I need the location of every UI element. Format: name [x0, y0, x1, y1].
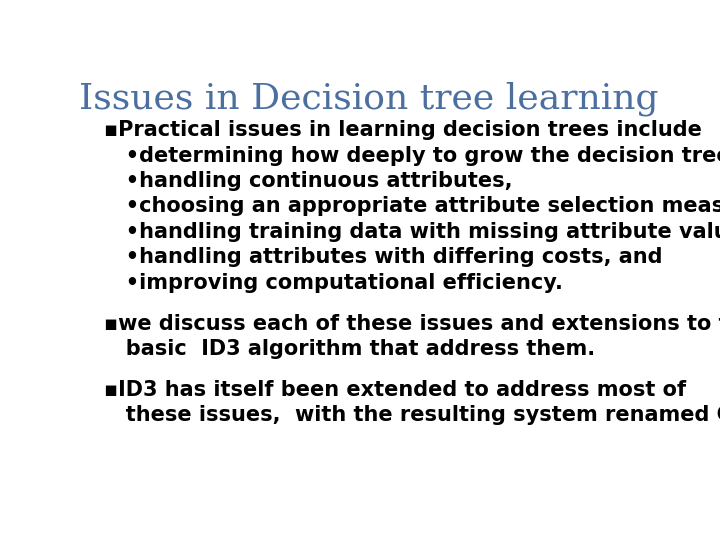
Text: •choosing an appropriate attribute selection measure,: •choosing an appropriate attribute selec… — [104, 197, 720, 217]
Text: Issues in Decision tree learning: Issues in Decision tree learning — [79, 82, 659, 116]
Text: ▪ID3 has itself been extended to address most of: ▪ID3 has itself been extended to address… — [104, 380, 686, 400]
Text: these issues,  with the resulting system renamed C4.5.: these issues, with the resulting system … — [104, 405, 720, 425]
Text: •handling training data with missing attribute values,: •handling training data with missing att… — [104, 222, 720, 242]
Text: •handling continuous attributes,: •handling continuous attributes, — [104, 171, 513, 191]
Text: •improving computational efficiency.: •improving computational efficiency. — [104, 273, 563, 293]
Text: basic  ID3 algorithm that address them.: basic ID3 algorithm that address them. — [104, 339, 595, 359]
Text: •determining how deeply to grow the decision tree,: •determining how deeply to grow the deci… — [104, 146, 720, 166]
Text: •handling attributes with differing costs, and: •handling attributes with differing cost… — [104, 247, 662, 267]
Text: ▪Practical issues in learning decision trees include: ▪Practical issues in learning decision t… — [104, 120, 702, 140]
Text: ▪we discuss each of these issues and extensions to the: ▪we discuss each of these issues and ext… — [104, 314, 720, 334]
